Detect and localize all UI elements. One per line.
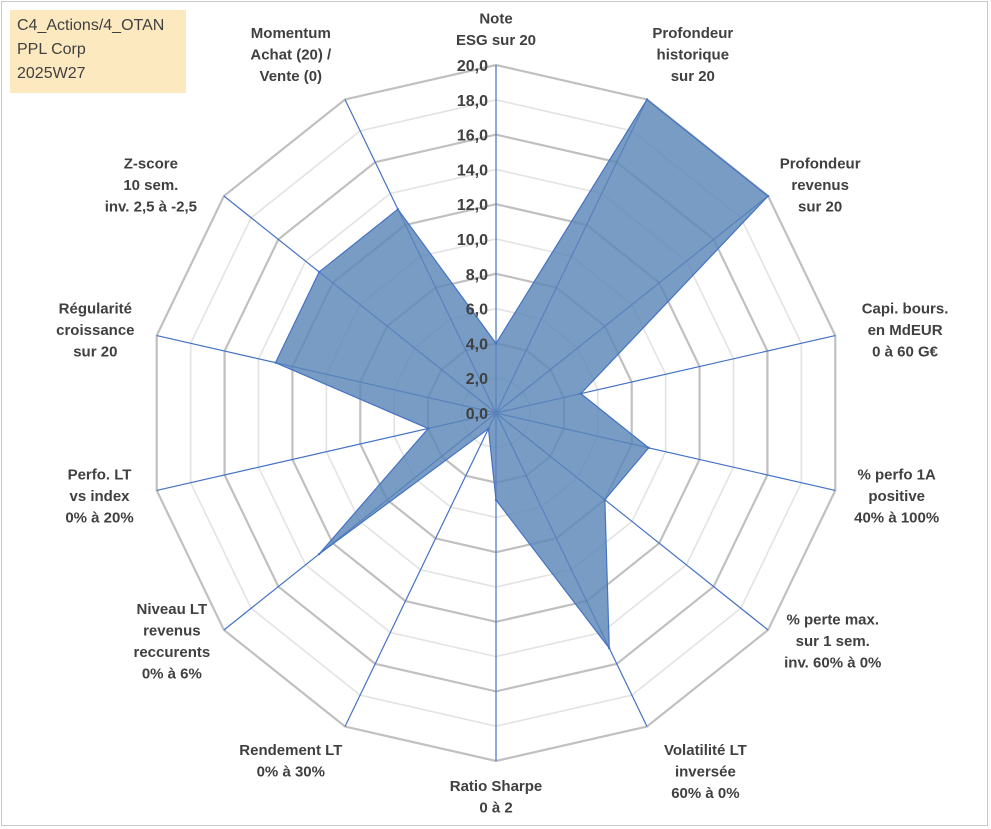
tick-label: 10,0 xyxy=(457,232,488,249)
axis-label-line: Capi. bours. xyxy=(862,301,949,318)
axis-label-line: Achat (20) / xyxy=(250,47,332,64)
axis-label-line: 0% à 6% xyxy=(142,665,202,682)
axis-label-6: Volatilité LT inversée 60% à 0% xyxy=(664,742,747,802)
info-box: C4_Actions/4_OTAN PPL Corp 2025W27 xyxy=(10,10,186,93)
data-point-5 xyxy=(603,498,607,501)
axis-label-line: sur 20 xyxy=(671,68,715,85)
axis-label-line: % perte max. xyxy=(786,612,879,629)
axis-label-line: reccurents xyxy=(133,644,210,661)
data-point-2 xyxy=(766,194,770,198)
data-point-9 xyxy=(317,552,321,556)
data-point-13 xyxy=(396,208,400,211)
info-line-company: PPL Corp xyxy=(17,41,86,58)
tick-label: 12,0 xyxy=(457,197,488,214)
axis-label-line: vs index xyxy=(70,488,131,505)
axis-label-5: % perte max. sur 1 sem. inv. 60% à 0% xyxy=(784,612,881,672)
data-point-3 xyxy=(579,392,583,395)
axis-label-line: revenus xyxy=(791,177,849,194)
tick-label: 6,0 xyxy=(466,302,488,319)
axis-label-0: Note ESG sur 20 xyxy=(456,11,536,50)
data-point-4 xyxy=(647,446,650,450)
tick-label: 2,0 xyxy=(466,371,488,388)
axis-label-line: Profondeur xyxy=(780,155,861,172)
axis-label-line: Vente (0) xyxy=(260,68,323,85)
axis-label-line: inversée xyxy=(675,763,736,780)
axis-label-line: Profondeur xyxy=(652,25,733,42)
tick-label: 14,0 xyxy=(457,162,488,179)
tick-label: 0,0 xyxy=(466,406,488,423)
axis-label-9: Niveau LT revenus reccurents 0% à 6% xyxy=(133,601,210,683)
axis-label-line: 60% à 0% xyxy=(671,785,739,802)
axis-label-line: 40% à 100% xyxy=(854,509,939,526)
axis-label-line: historique xyxy=(657,47,730,64)
axis-label-line: revenus xyxy=(143,622,201,639)
axis-label-line: 0% à 30% xyxy=(257,763,325,780)
info-line-portfolio: C4_Actions/4_OTAN xyxy=(17,17,165,34)
axis-label-line: Rendement LT xyxy=(239,742,342,759)
data-point-7 xyxy=(494,498,498,502)
axis-label-2: Profondeur revenus sur 20 xyxy=(780,155,861,215)
axis-label-11: Régularité croissance sur 20 xyxy=(56,301,134,361)
radar-area xyxy=(274,98,770,650)
data-point-10 xyxy=(426,427,430,430)
axis-label-line: Ratio Sharpe xyxy=(450,778,543,795)
data-point-12 xyxy=(317,270,321,274)
axis-label-line: ESG sur 20 xyxy=(456,32,536,49)
axis-label-line: sur 20 xyxy=(73,344,117,361)
axis-label-line: 0% à 20% xyxy=(65,509,133,526)
tick-label: 4,0 xyxy=(466,336,488,353)
axis-label-7: Ratio Sharpe 0 à 2 xyxy=(450,778,543,817)
tick-label: 18,0 xyxy=(457,93,488,110)
axis-label-line: 0 à 2 xyxy=(479,800,512,817)
axis-label-line: inv. 60% à 0% xyxy=(784,655,881,672)
axis-label-line: 0 à 60 G€ xyxy=(872,344,939,361)
info-line-week: 2025W27 xyxy=(17,65,86,82)
data-point-6 xyxy=(608,646,611,650)
axis-label-8: Rendement LT 0% à 30% xyxy=(239,742,342,781)
axis-label-line: Régularité xyxy=(59,301,132,318)
axis-label-line: Volatilité LT xyxy=(664,742,747,759)
tick-label: 16,0 xyxy=(457,128,488,145)
radar-tick-labels: 0,0 2,0 4,0 6,0 8,0 10,0 12,0 14,0 16,0 18,0 20,0 xyxy=(457,58,488,423)
axis-label-line: % perfo 1A xyxy=(857,466,936,483)
axis-label-line: croissance xyxy=(56,322,134,339)
data-point-0 xyxy=(494,342,498,345)
data-point-8 xyxy=(487,427,490,430)
spoke-8 xyxy=(344,412,497,727)
axis-label-line: Perfo. LT xyxy=(68,466,132,483)
tick-label: 20,0 xyxy=(457,58,488,75)
axis-label-1: Profondeur historique sur 20 xyxy=(652,25,733,85)
axis-label-line: inv. 2,5 à -2,5 xyxy=(105,198,197,215)
axis-label-line: Z-score xyxy=(124,155,178,172)
axis-label-line: en MdEUR xyxy=(868,322,943,339)
data-point-11 xyxy=(274,361,277,364)
axis-label-12: Z-score 10 sem. inv. 2,5 à -2,5 xyxy=(105,155,197,215)
axis-label-line: sur 20 xyxy=(798,198,842,215)
axis-label-line: sur 1 sem. xyxy=(796,633,870,650)
axis-label-10: Perfo. LT vs index 0% à 20% xyxy=(65,466,133,526)
axis-label-line: 10 sem. xyxy=(123,177,178,194)
radar-axis-labels: Note ESG sur 20 Profondeur historique sur 20… xyxy=(56,11,948,817)
tick-label: 8,0 xyxy=(466,267,488,284)
data-point-1 xyxy=(645,98,649,101)
axis-label-3: Capi. bours. en MdEUR 0 à 60 G€ xyxy=(862,301,949,361)
axis-label-line: Note xyxy=(479,11,512,28)
axis-label-13: Momentum Achat (20) / Vente (0) xyxy=(250,25,332,85)
axis-label-4: % perfo 1A positive 40% à 100% xyxy=(854,466,939,526)
axis-label-line: Momentum xyxy=(251,25,331,42)
axis-label-line: Niveau LT xyxy=(137,601,208,618)
axis-label-line: positive xyxy=(868,488,925,505)
